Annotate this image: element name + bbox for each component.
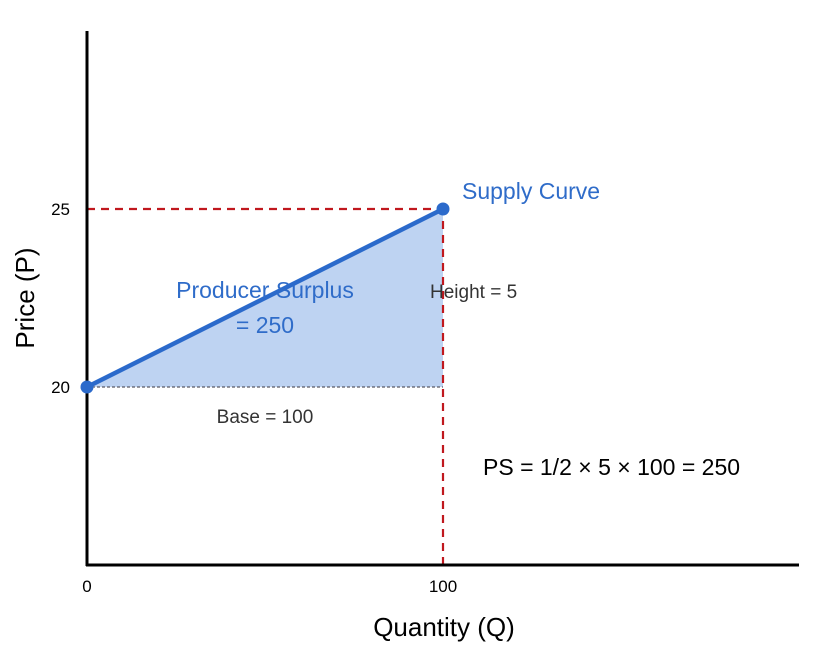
x-tick-label: 0 [82, 577, 91, 596]
producer-surplus-label: Producer Surplus [176, 277, 354, 303]
supply-curve-line [84, 206, 446, 390]
supply-point-2 [436, 202, 450, 216]
supply-point-1 [80, 380, 94, 394]
formula-label: PS = 1/2 × 5 × 100 = 250 [483, 454, 740, 480]
y-tick-label: 25 [51, 200, 70, 219]
x-tick-label: 100 [429, 577, 457, 596]
x-axis-label: Quantity (Q) [373, 612, 515, 642]
y-tick-label: 20 [51, 378, 70, 397]
height-label: Height = 5 [430, 282, 517, 303]
y-axis-label: Price (P) [10, 247, 40, 348]
supply-curve-label: Supply Curve [462, 178, 600, 204]
base-label: Base = 100 [217, 407, 314, 428]
producer-surplus-value: = 250 [236, 312, 294, 338]
